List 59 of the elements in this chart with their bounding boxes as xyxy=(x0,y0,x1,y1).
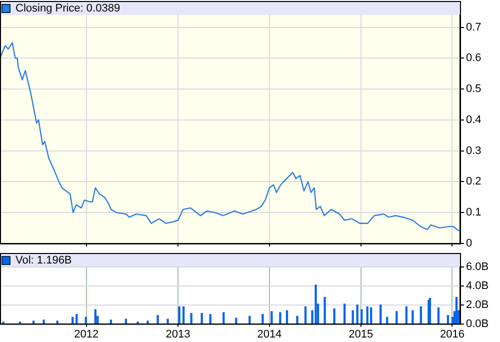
bar xyxy=(324,296,326,324)
bar xyxy=(146,320,149,324)
bar xyxy=(437,307,440,324)
bar xyxy=(32,320,35,324)
bar xyxy=(343,304,346,324)
y-tick-label: 0.4 xyxy=(466,114,482,126)
bar xyxy=(124,318,128,324)
y-tick-label: 2.0B xyxy=(466,298,489,311)
bar xyxy=(200,313,203,324)
bar xyxy=(178,306,180,324)
bar xyxy=(190,313,192,324)
bar xyxy=(156,314,159,324)
bar xyxy=(356,304,358,324)
bar xyxy=(286,310,288,324)
legend-label: Vol: 1.196B xyxy=(16,254,72,267)
bar xyxy=(209,314,212,324)
bar xyxy=(270,311,273,324)
bar xyxy=(352,310,354,324)
bar xyxy=(56,320,58,324)
y-tick-label: 0.7 xyxy=(466,21,482,34)
y-tick-label: 0.2 xyxy=(466,176,482,188)
bar xyxy=(333,308,336,324)
bar xyxy=(110,320,112,324)
x-tick-label: 2015 xyxy=(348,328,374,340)
bar xyxy=(262,314,264,324)
bar xyxy=(455,296,458,324)
bar xyxy=(380,304,382,324)
bar xyxy=(182,306,185,324)
y-tick-label: 0.0B xyxy=(466,318,489,330)
x-tick-label: 2012 xyxy=(74,328,99,340)
x-tick-label: 2016 xyxy=(440,328,464,340)
bar xyxy=(94,309,96,324)
bar xyxy=(396,311,398,324)
y-tick-label: 0 xyxy=(466,237,472,250)
bar xyxy=(366,306,368,324)
bar xyxy=(222,312,225,324)
bar xyxy=(296,316,298,324)
bar xyxy=(360,309,363,324)
y-tick-label: 0.1 xyxy=(466,206,482,219)
bar xyxy=(304,306,307,324)
bar xyxy=(446,314,450,324)
y-tick-label: 4.0B xyxy=(466,280,489,292)
bar xyxy=(420,306,422,324)
bar xyxy=(248,316,251,324)
y-tick-label: 0.6 xyxy=(466,52,482,64)
bar xyxy=(76,314,78,324)
x-tick-label: 2013 xyxy=(166,328,190,340)
bar xyxy=(166,318,169,324)
y-tick-label: 6.0B xyxy=(466,261,489,274)
legend-label: Closing Price: 0.0389 xyxy=(16,2,120,15)
bar xyxy=(405,306,408,324)
bar xyxy=(370,307,372,324)
bar xyxy=(42,320,45,324)
bar xyxy=(412,310,414,324)
y-tick-label: 0.3 xyxy=(466,144,482,157)
x-tick-label: 2014 xyxy=(257,328,282,340)
y-tick-label: 0.5 xyxy=(466,83,482,96)
bar xyxy=(279,312,282,324)
bar xyxy=(314,284,317,324)
